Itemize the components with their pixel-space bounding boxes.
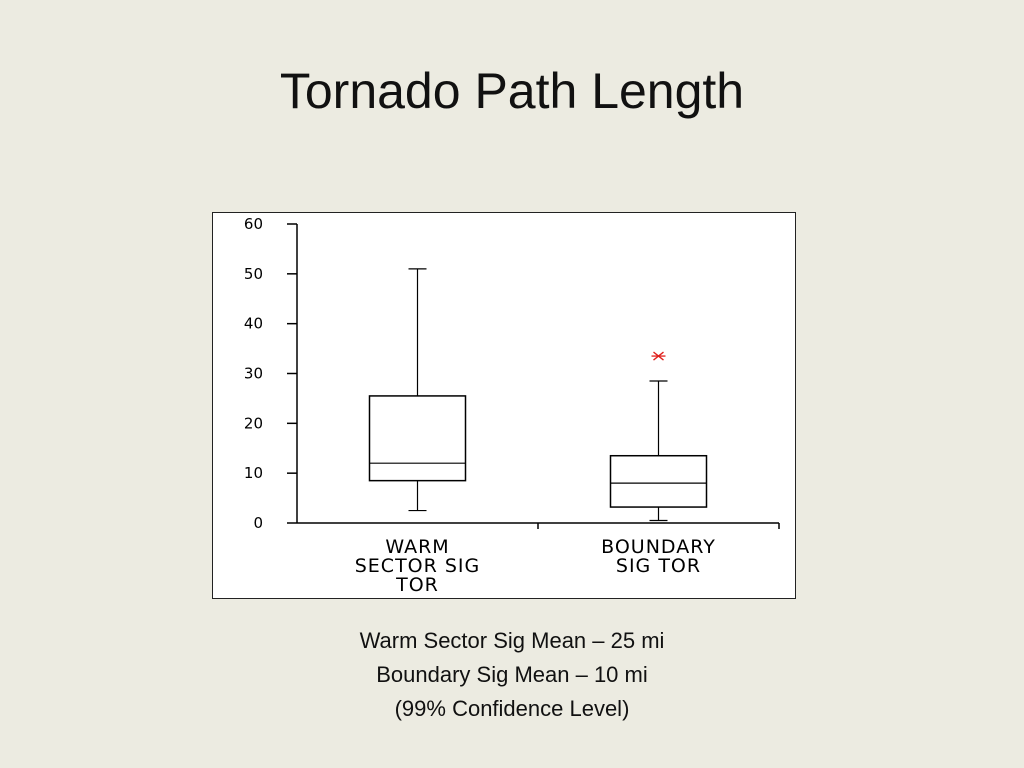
y-tick-label: 50 <box>244 265 263 283</box>
y-tick-label: 40 <box>244 315 263 333</box>
x-category-label: SIG TOR <box>616 555 701 577</box>
boxplot-chart: 0 10 20 30 40 50 60 WARM SECTOR SIG TOR BOUNDARY SI… <box>212 212 796 599</box>
chart-notes: Warm Sector Sig Mean – 25 mi Boundary Si… <box>0 624 1024 726</box>
x-category-label: SECTOR SIG <box>355 555 481 577</box>
x-category-label: WARM <box>385 536 449 558</box>
note-boundary-mean: Boundary Sig Mean – 10 mi <box>376 662 648 687</box>
box-iqr <box>368 395 467 482</box>
y-tick-label: 30 <box>244 365 263 383</box>
y-tick-label: 60 <box>244 215 263 233</box>
x-category-label: BOUNDARY <box>601 536 716 558</box>
note-confidence-level: (99% Confidence Level) <box>394 696 630 721</box>
y-tick-label: 0 <box>253 514 263 532</box>
note-warm-sector-mean: Warm Sector Sig Mean – 25 mi <box>359 628 665 653</box>
x-category-label: TOR <box>395 574 439 596</box>
box-iqr <box>609 454 708 508</box>
outlier-marker <box>651 351 666 361</box>
y-tick-label: 20 <box>244 414 263 432</box>
slide-title: Tornado Path Length <box>279 63 745 119</box>
y-tick-label: 10 <box>244 464 263 482</box>
